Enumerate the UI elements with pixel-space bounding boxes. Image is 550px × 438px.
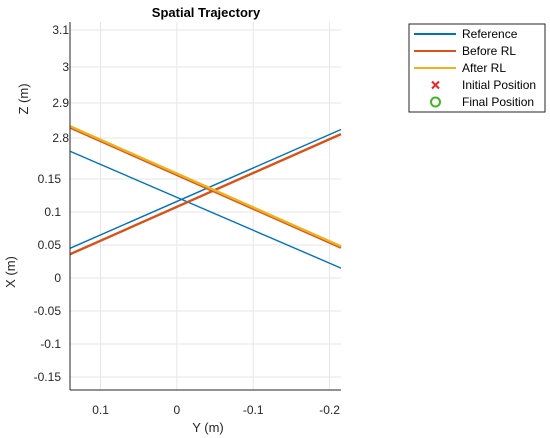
series-line-reference: [69, 150, 342, 269]
series-line-before-rl: [69, 126, 342, 249]
legend-label-after-rl: After RL: [462, 61, 506, 75]
y-tick-label: -0.15: [34, 370, 62, 384]
y-tick-label: -0.1: [40, 337, 61, 351]
series-line-reference: [69, 128, 342, 249]
legend-swatch-final-position: [430, 96, 441, 108]
y-tick-label: 0.1: [44, 205, 61, 219]
legend-label-initial-position: Initial Position: [462, 78, 536, 92]
z-tick-label: 3: [62, 60, 69, 74]
y-tick-label: -0.05: [34, 304, 62, 318]
grid: [70, 22, 341, 390]
z-tick-label: 2.8: [52, 131, 69, 145]
y-tick-label: 0.15: [38, 172, 62, 186]
x-axis-label: X (m): [3, 256, 18, 288]
x-tick-label: -0.1: [243, 403, 264, 417]
y-axis-label: Y (m): [192, 420, 224, 435]
x-tick-label: 0: [174, 403, 181, 417]
x-tick-label: 0.1: [92, 403, 109, 417]
y-tick-label: 0.05: [38, 238, 62, 252]
series-line-before-rl: [69, 133, 342, 256]
plot-area: [70, 22, 341, 390]
chart-title: Spatial Trajectory: [152, 5, 261, 20]
legend-label-before-rl: Before RL: [462, 44, 516, 58]
y-tick-label: 0: [54, 271, 61, 285]
legend-label-reference: Reference: [462, 27, 518, 41]
series-line-after-rl: [69, 125, 342, 248]
tick-labels: 0.1 0 -0.1 -0.2 0.15 0.1 0.05 0 -0.05 -0.1 -0.15 3.…: [34, 23, 341, 417]
series-lines: [69, 125, 342, 269]
legend-swatch-initial-position: [431, 80, 440, 90]
z-tick-label: 2.9: [52, 96, 69, 110]
x-tick-label: -0.2: [319, 403, 340, 417]
legend: Reference Before RL After RL Initial Positi…: [408, 23, 546, 113]
legend-items: Reference Before RL After RL Initial Positi…: [414, 27, 536, 109]
z-tick-label: 3.1: [52, 23, 69, 37]
z-axis-label: Z (m): [16, 83, 31, 114]
legend-label-final-position: Final Position: [462, 95, 534, 109]
